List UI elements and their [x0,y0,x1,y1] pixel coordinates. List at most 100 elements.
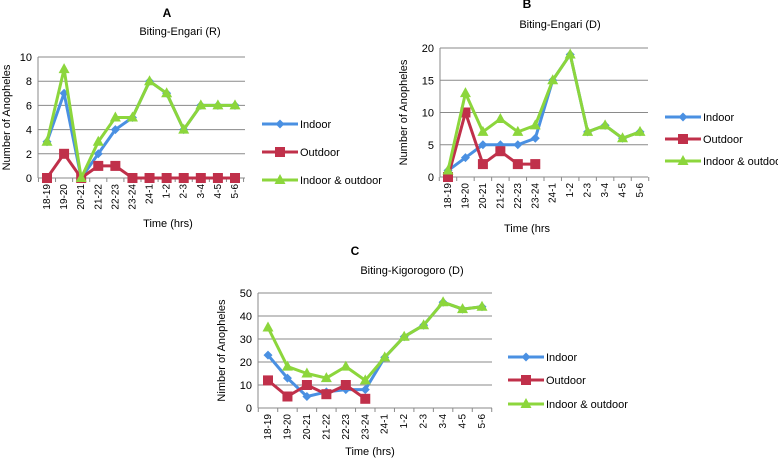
panel-label: C [351,244,360,258]
data-point [582,125,594,136]
legend-item: Indoor & outdoor [262,174,382,187]
data-point [360,393,371,404]
x-tick-label: 22-23 [341,414,352,440]
legend-label: Indoor & outdoor [703,156,778,168]
data-point [144,173,155,183]
legend-marker [677,155,689,165]
chart-panel-b: B Biting-Engari (D) 0 5 10 15 20 18-19 19-20 20-2… [398,0,778,235]
chart-title: Biting-Engari (D) [519,19,600,31]
data-point [195,99,207,110]
x-tick-label: 23-24 [360,414,371,440]
legend-marker [520,398,532,408]
x-tick-label: 21-22 [93,184,104,210]
series-outdoor [263,375,371,404]
y-tick-label: 40 [240,311,252,323]
series-outdoor [443,107,541,182]
legend-label: Outdoor [703,134,743,146]
data-point [530,159,541,170]
x-tick-label: 20-21 [76,184,87,210]
data-point [75,172,87,182]
data-point [599,119,611,130]
data-point [321,389,332,400]
y-tick-label: 5 [428,140,434,152]
data-point [457,303,469,314]
x-axis-label: Time (hrs [504,223,551,235]
series-indoor-outdoor [41,63,241,182]
x-tick-label: 3-4 [196,184,207,199]
data-point [478,140,488,150]
data-point [178,123,190,134]
chart-panel-a: A Biting-Engari (R) 0 2 4 6 8 10 18-19 19-20 20-21… [1,6,382,230]
x-tick-label: 23-24 [127,184,138,210]
data-point [459,87,471,98]
x-tick-label: 4-5 [618,183,629,198]
data-point [477,125,489,136]
x-tick-label: 2-3 [583,183,594,198]
panel-label: A [163,6,172,20]
legend-item: Outdoor [508,375,586,387]
data-point [359,374,371,385]
data-point [58,63,70,74]
x-tick-label: 3-4 [438,414,449,429]
panel-label: B [523,0,532,11]
data-point [110,125,120,135]
data-point [282,373,292,383]
data-point [161,173,172,183]
y-tick-label: 20 [422,43,434,55]
x-tick-label: 18-19 [443,183,454,209]
legend-item: Indoor & outdoor [665,155,778,168]
data-point [513,140,523,150]
x-tick-label: 18-19 [263,414,274,440]
x-axis-label: Time (hrs) [345,446,395,458]
data-point [302,392,312,401]
data-point [263,375,273,386]
data-point [263,350,273,360]
data-point [144,75,156,86]
y-axis-label: Number of Anopheles [398,59,410,165]
data-point [379,351,391,362]
y-axis-label: Number of Anopheles [1,64,13,170]
data-point [229,99,241,110]
legend-marker [678,134,688,144]
data-point [495,146,506,157]
x-tick-label: 24-1 [548,183,559,203]
legend-label: Outdoor [546,375,586,387]
y-tick-label: 0 [246,403,252,415]
legend-marker [678,112,688,122]
data-point [634,125,646,136]
x-tick-label: 20-21 [478,183,489,209]
x-tick-label: 22-23 [513,183,524,209]
legend-label: Indoor & outdoor [546,399,628,411]
data-point [512,125,524,136]
y-tick-label: 50 [240,288,252,300]
y-tick-label: 30 [240,334,252,346]
legend-label: Indoor [546,352,578,364]
legend-label: Outdoor [300,147,340,159]
x-tick-label: 21-22 [495,183,506,209]
series-line [45,152,235,180]
x-tick-label: 22-23 [110,184,121,210]
x-tick-label: 19-20 [59,184,70,210]
legend-marker [521,352,531,362]
data-point [442,164,454,175]
x-tick-label: 3-4 [600,183,611,198]
series-line [45,67,235,180]
legend-label: Indoor & outdoor [300,175,382,187]
legend-item: Indoor [262,119,332,131]
data-point [59,148,70,159]
data-point [476,300,488,311]
y-tick-label: 0 [428,172,434,184]
x-tick-label: 19-20 [282,414,293,440]
data-point [340,360,352,371]
data-point [547,74,559,85]
series-indoor-outdoor [442,48,646,175]
data-point [460,153,470,163]
x-tick-label: 1-2 [162,184,173,199]
data-point [161,87,173,98]
data-point [42,173,52,183]
y-tick-label: 6 [26,100,32,112]
legend-item: Outdoor [665,134,743,146]
series-indoor-outdoor [262,296,488,385]
